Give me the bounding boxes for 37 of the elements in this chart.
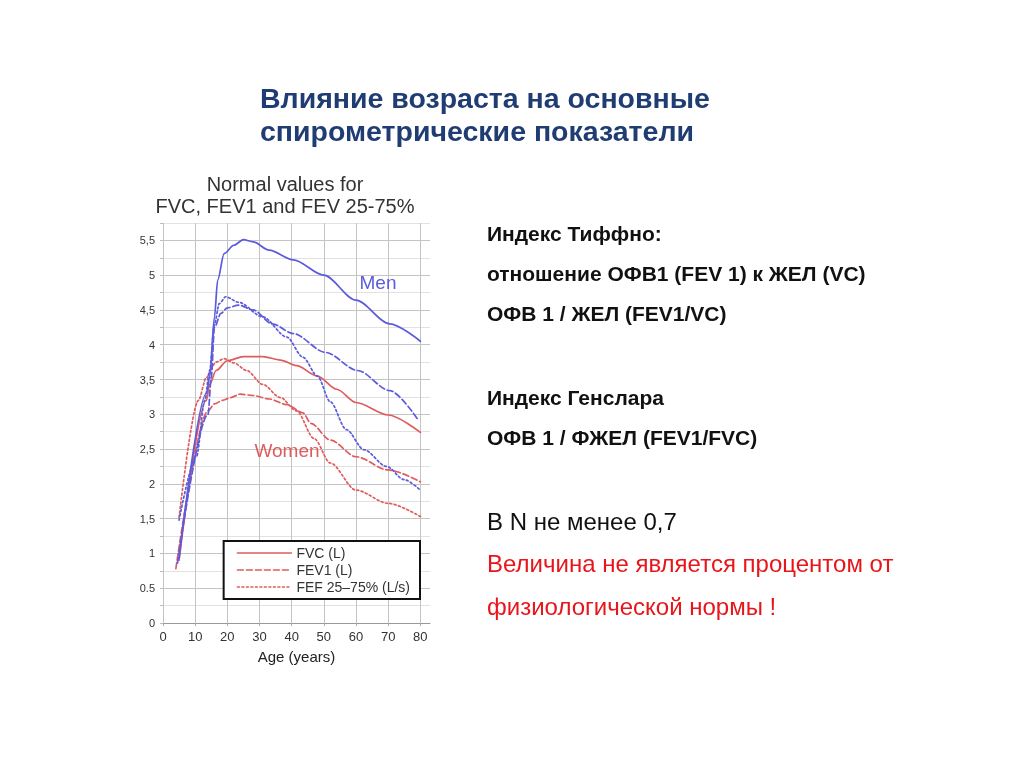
y-tick-label: 2,5: [139, 443, 155, 456]
y-tick-label: 4: [148, 338, 155, 351]
chart-title: Влияние возраста на основные спирометрические показатели: [260, 82, 711, 148]
text: Величина не является процентом от физиологической нормы !: [487, 549, 895, 622]
annotation: Women: [254, 440, 320, 462]
y-tick-label: 4,5: [139, 303, 155, 316]
text: В N не менее 0,7: [487, 507, 677, 537]
x-tick-label: 30: [252, 629, 267, 644]
y-tick-label: 2: [148, 477, 155, 490]
legend-label: FEF 25–75% (L/s): [296, 579, 411, 595]
legend-label: FEV1 (L): [296, 562, 353, 578]
legend-label: FVC (L): [296, 545, 346, 561]
x-tick-label: 40: [284, 629, 299, 644]
y-tick-label: 3: [148, 408, 155, 421]
line-series: [178, 238, 422, 560]
x-tick-label: 70: [380, 629, 396, 644]
x-tick-label: 10: [187, 629, 203, 644]
x-tick-label: 50: [316, 629, 332, 644]
y-tick-label: 1: [148, 547, 155, 560]
text: отношение ОФВ1 (FEV 1) к ЖЕЛ (VC): [487, 261, 866, 287]
text: ОФВ 1 / ЖЕЛ (FEV1/VC): [487, 301, 727, 327]
text: Индекс Генслара: [487, 385, 664, 411]
x-tick-label: 80: [413, 629, 428, 644]
y-tick-label: 5,5: [139, 234, 155, 247]
y-tick-label: 1,5: [139, 512, 155, 525]
text: ОФВ 1 / ФЖЕЛ (FEV1/FVC): [487, 425, 758, 451]
x-tick-label: 60: [348, 629, 364, 644]
annotation: Men: [359, 272, 397, 294]
x-tick-label: 20: [220, 629, 235, 644]
x-axis-title: Age (years): [257, 648, 336, 665]
chart-subtitle: Normal values for FVC, FEV1 and FEV 25-75%: [154, 173, 416, 217]
y-tick-label: 5: [148, 269, 155, 282]
x-tick-label: 0: [159, 629, 167, 644]
y-tick-label: 3,5: [139, 373, 155, 386]
y-tick-label: 0: [148, 617, 155, 629]
text: Индекс Тиффно:: [487, 221, 662, 247]
y-tick-label: 0.5: [139, 582, 155, 595]
